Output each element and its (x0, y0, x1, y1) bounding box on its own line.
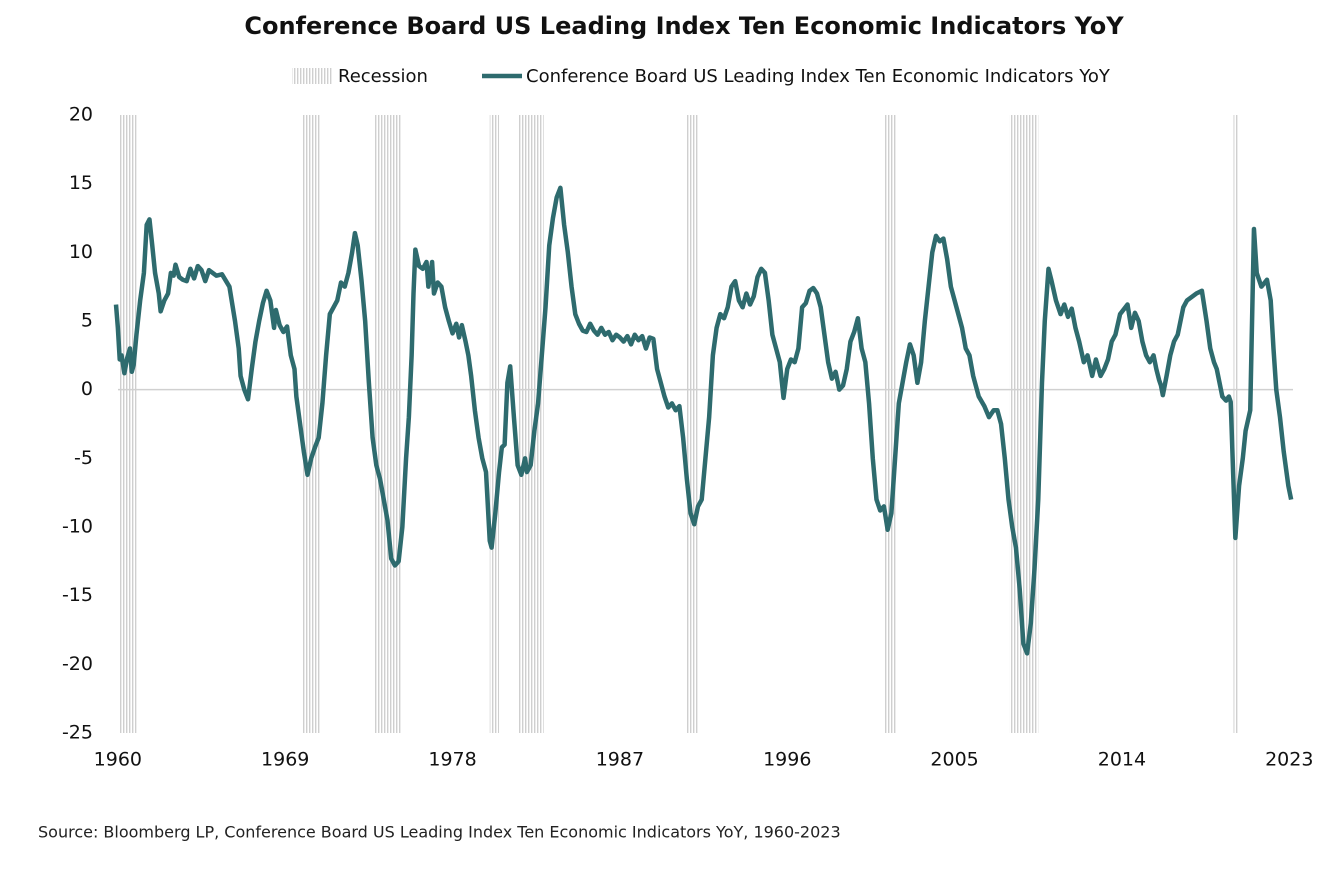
recession-band (1233, 115, 1239, 733)
x-tick-label: 1969 (261, 749, 309, 771)
recession-band (517, 115, 544, 733)
y-tick-label: -5 (74, 447, 93, 469)
y-tick-label: 10 (69, 241, 93, 263)
recession-band (685, 115, 698, 733)
source-note: Source: Bloomberg LP, Conference Board U… (38, 823, 841, 842)
recession-band (883, 115, 897, 733)
recession-band (489, 115, 500, 733)
data-line (113, 185, 1294, 656)
y-tick-label: 15 (69, 172, 93, 194)
y-tick-label: -25 (62, 722, 93, 744)
legend-label: Recession (338, 66, 428, 87)
y-tick-label: -20 (62, 653, 93, 675)
x-tick-label: 2014 (1098, 749, 1146, 771)
y-tick-label: 5 (81, 310, 93, 332)
x-tick-label: 1996 (763, 749, 811, 771)
y-tick-label: -15 (62, 584, 93, 606)
legend-swatch (292, 68, 333, 84)
x-tick-label: 2005 (930, 749, 978, 771)
recession-band (374, 115, 401, 733)
y-tick-label: 20 (69, 104, 93, 126)
y-tick-label: 0 (81, 378, 93, 400)
recession-band (119, 115, 137, 733)
y-tick-label: -10 (62, 516, 93, 538)
x-tick-label: 1960 (94, 749, 142, 771)
x-tick-label: 1978 (428, 749, 476, 771)
chart-title: Conference Board US Leading Index Ten Ec… (244, 12, 1124, 40)
x-tick-label: 2023 (1265, 749, 1313, 771)
legend-label: Conference Board US Leading Index Ten Ec… (526, 66, 1111, 87)
x-tick-label: 1987 (596, 749, 644, 771)
recession-band (302, 115, 321, 733)
